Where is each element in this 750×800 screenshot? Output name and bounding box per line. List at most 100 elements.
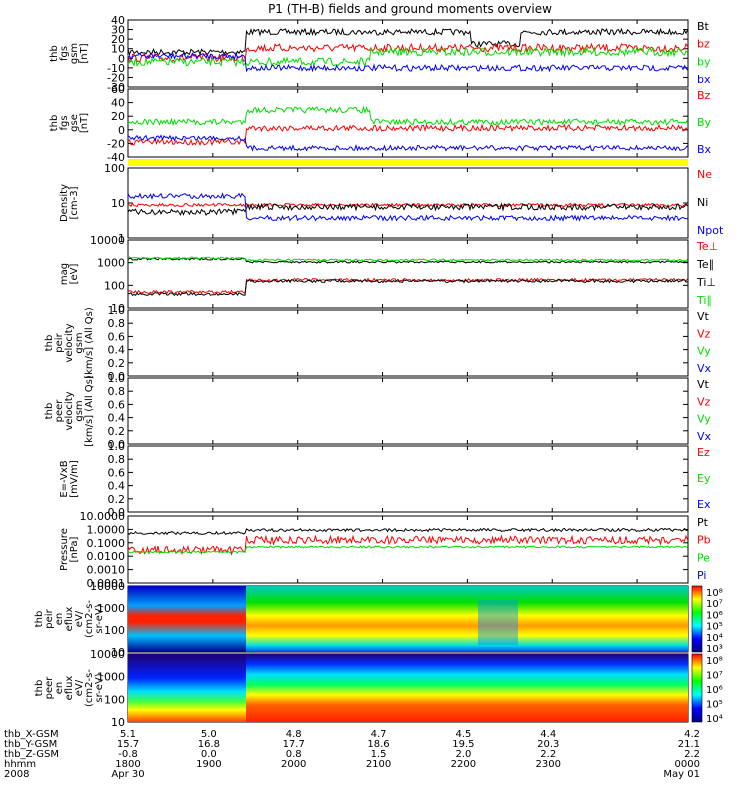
legend-Ti⊥: Ti⊥ [696,276,716,289]
series-bz [127,42,688,63]
ylabel-line: eflux [64,676,75,701]
ytick-label: 0.0001 [87,577,126,590]
ylabel-line: fgs [59,46,70,61]
legend-Ne: Ne [697,168,712,181]
ylabel-line: thb [34,611,45,628]
panel-temp: 10000 1000 100 10 mag [eV] Te⊥ Te∥ Ti⊥ Ti∥ [59,234,718,315]
footer-value: 19.5 [452,739,474,750]
series-Te-par [127,278,688,297]
footer-row-label: thb_X-GSM [4,729,59,740]
ytick-label: 0 [118,52,125,65]
panel-density: 100 10 1 Density [cm-3] Ne Ni Npot [59,162,724,245]
ylabel-line: fgs [59,115,70,130]
legend-Pb: Pb [697,534,711,547]
legend-bx: bx [697,73,711,86]
colorbar-label: 10⁶ [706,610,723,621]
ytick-label: -20 [107,71,125,84]
ylabel-line: thb [34,680,45,697]
legend-Ez: Ez [697,446,710,459]
peer-colorbar [691,653,703,723]
colorbar-label: 10⁴ [706,714,723,725]
ytick-label: 100 [104,693,125,706]
ylabel-line: eflux [64,607,75,632]
ytick-label: 100 [104,162,125,175]
series-gse-Bz [127,123,688,147]
ytick-label: 1.0 [108,304,126,317]
footer-value: 1.5 [371,749,387,760]
series-Bt [127,27,688,57]
footer-value: 18.6 [367,739,389,750]
ylabel: thb peer velocity gsm [km/s] (All Qs) [44,375,95,447]
ylabel-line: [km/s] (All Qs) [84,375,95,447]
peer-spec-pre [128,654,246,722]
ylabel-line: thb [49,45,60,62]
legend-Ex: Ex [697,498,711,511]
ylabel-line: Pressure [59,528,70,571]
footer-value: 15.7 [117,739,139,750]
ylabel-line: eV/ [74,679,85,696]
panel-frame [127,445,689,513]
ytick-label: 0.4 [108,344,126,357]
ylabel: thb peer en eflux eV/(cm2-s-sr-eV) [34,669,105,707]
footer-value: 0.0 [201,749,217,760]
ylabel: E=-VxB [mV/m] [59,460,80,498]
ylabel-line: eV/ [74,610,85,627]
ytick-label: 1000 [97,257,125,270]
ytick-label: 60 [111,83,125,96]
legend-Vz: Vz [697,395,711,408]
ylabel-line: en [54,682,65,695]
footer-value: 4.2 [684,729,700,740]
legend-Vz: Vz [697,327,711,340]
ytick-label: 1000 [97,602,125,615]
series-Pb [127,534,688,556]
panel-frame [127,19,689,88]
ytick-label: 0.0 [108,438,126,451]
legend-Te⊥: Te⊥ [696,240,718,253]
ytick-label: 10 [111,197,125,210]
peir-spec-dropout [478,600,518,645]
legend-Pt: Pt [697,516,709,529]
ytick-label: 0.0100 [87,550,126,563]
ytick-label: 0.0 [108,370,126,383]
footer-value: 5.1 [120,729,136,740]
ylabel-line: peer [44,676,55,700]
ylabel-line: [nPa] [69,536,80,562]
legend-Te∥: Te∥ [696,258,714,271]
peer-spec-post [246,654,688,722]
panel-frame [127,167,689,239]
ylabel-line: (cm2-s- [84,669,95,707]
ylabel-line: velocity [64,391,75,430]
panel-frame [127,239,689,309]
footer-value: 2000 [281,759,306,770]
legend-By: By [697,116,712,129]
ylabel-line: velocity [64,323,75,362]
ytick-label: 100 [104,624,125,637]
panel-peir-spec: 10000 1000 100 10 thb peir en eflux eV/(cm2-s-sr… [34,580,689,659]
ytick-label: 10 [111,302,125,315]
footer-value: -0.8 [118,749,138,760]
peer-spectrogram [128,654,688,722]
ylabel-line: gsm [69,43,80,64]
legend-by: by [697,55,711,68]
ytick-label: 1.0000 [87,523,126,536]
footer-value: 2.0 [455,749,471,760]
footer-value: May 01 [663,769,700,780]
ytick-label: 0.0 [108,506,126,519]
ytick-label: 0 [118,124,125,137]
ytick-label: 20 [111,33,125,46]
peir-spec-pre [128,586,246,652]
ytick-label: 100 [104,279,125,292]
panel-frame [127,309,689,377]
footer-row-label: 2008 [4,769,29,780]
ylabel-line: E=-VxB [59,460,70,497]
series-by [127,46,688,68]
colorbar-label: 10⁶ [706,685,723,696]
ylabel: Pressure [nPa] [59,528,80,571]
ytick-label: -10 [107,62,125,75]
footer-value: 2.2 [540,749,556,760]
legend-Vy: Vy [697,345,711,358]
ytick-label: 0.8 [108,453,126,466]
ylabel: thb fgs gsm [nT] [49,43,90,64]
